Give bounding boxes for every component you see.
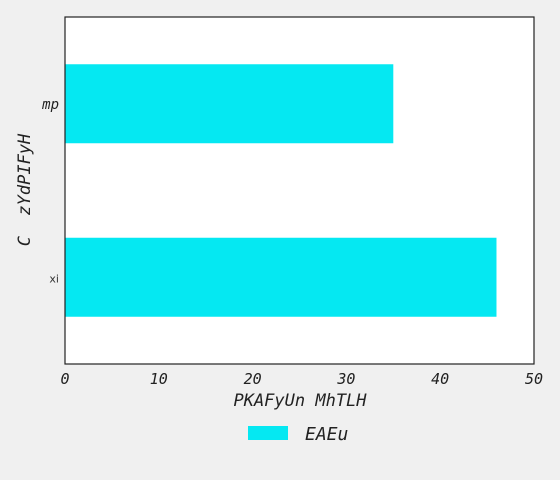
category-labels: mp xi bbox=[41, 97, 59, 286]
bar-xi bbox=[65, 238, 496, 317]
category-label-xi: xi bbox=[49, 272, 59, 285]
x-tick-0: 0 bbox=[60, 370, 69, 388]
x-axis-label: PKAFyUn MhTLH bbox=[233, 391, 367, 411]
bar-mp bbox=[65, 64, 393, 143]
category-label-mp: mp bbox=[41, 97, 59, 113]
x-tick-labels: 0 10 20 30 40 50 bbox=[60, 370, 543, 388]
x-tick-40: 40 bbox=[431, 370, 449, 388]
y-axis-label: C zYdPIFyH bbox=[15, 133, 35, 246]
legend-swatch bbox=[248, 426, 288, 440]
x-tick-20: 20 bbox=[244, 370, 262, 388]
x-tick-30: 30 bbox=[336, 370, 355, 388]
legend: EAEu bbox=[248, 424, 348, 445]
legend-label: EAEu bbox=[305, 424, 348, 445]
x-tick-10: 10 bbox=[150, 370, 168, 388]
x-tick-50: 50 bbox=[525, 370, 543, 388]
